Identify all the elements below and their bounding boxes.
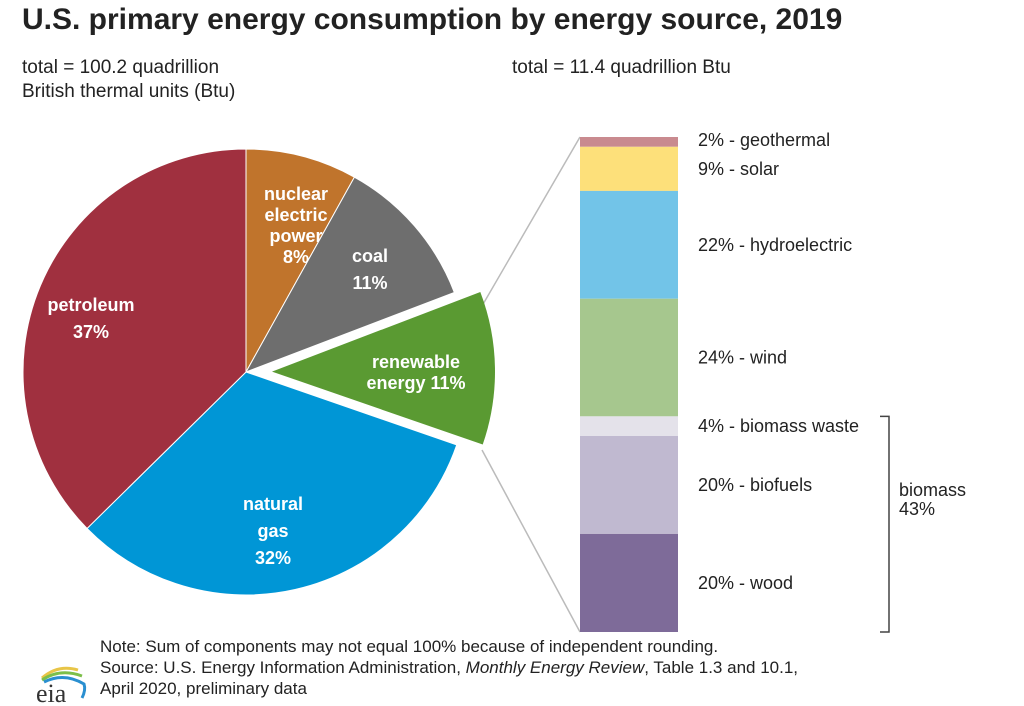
biomass-group-label: biomass 43% [899, 480, 966, 519]
bar-label-wood: 20% - wood [698, 573, 793, 593]
bar-label-wind: 24% - wind [698, 348, 787, 368]
bar-label-geothermal: 2% - geothermal [698, 130, 830, 150]
bar-label-biomass-waste: 4% - biomass waste [698, 416, 859, 436]
pie-label-line: 32% [255, 548, 291, 568]
pie-label-line: 8% [283, 247, 309, 267]
pie-label-line: 11% [352, 273, 387, 293]
source-line2: April 2020, preliminary data [100, 679, 307, 698]
bar-segment-hydroelectric [580, 190, 678, 299]
pie-label-line: gas [257, 521, 288, 541]
biomass-bracket [880, 415, 890, 633]
pie-label-line: energy 11% [366, 373, 465, 393]
pie-label-line: renewable [372, 352, 460, 372]
bar-segment-biomass-waste [580, 416, 678, 436]
renewable-total-label: total = 11.4 quadrillion Btu [512, 57, 731, 78]
pie-label-nuclear-electric-power: nuclear electric power 8% [264, 184, 328, 267]
bar-label-solar: 9% - solar [698, 159, 779, 179]
pie-slice-petroleum [22, 148, 247, 530]
source-suffix: , Table 1.3 and 10.1, [644, 658, 799, 677]
bar-label-biofuels: 20% - biofuels [698, 475, 812, 495]
pie-slice-natural-gas [86, 371, 458, 596]
pie-label-line: nuclear [264, 184, 328, 204]
biomass-label-line: 43% [899, 499, 935, 519]
note-text: Note: Sum of components may not equal 10… [100, 637, 719, 656]
source-title: Monthly Energy Review [465, 658, 645, 677]
chart-title: U.S. primary energy consumption by energ… [22, 3, 843, 36]
eia-logo-text: eia [36, 679, 67, 704]
pie-total-line1: total = 100.2 quadrillion [22, 57, 220, 78]
eia-logo-icon: eia [36, 666, 87, 704]
notes: Note: Sum of components may not equal 10… [100, 636, 798, 699]
pie-label-renewable-energy: renewable energy 11% [366, 352, 465, 393]
pie-label-line: electric [264, 205, 327, 225]
pie-total-label: total = 100.2 quadrillion British therma… [22, 56, 235, 104]
bar-segment-wind [580, 298, 678, 417]
pie-label-coal: coal 11% [352, 246, 388, 293]
pie-label-petroleum: petroleum 37% [47, 295, 134, 342]
bar-segment-geothermal [580, 137, 678, 147]
connector-line-bottom [481, 449, 581, 633]
pie-label-line: coal [352, 246, 388, 266]
pie-slice-nuclear-electric-power [245, 148, 356, 374]
pie-label-line: 37% [73, 322, 109, 342]
bar-segment-solar [580, 146, 678, 191]
source-prefix: Source: U.S. Energy Information Administ… [100, 658, 466, 677]
biomass-label-line: biomass [899, 480, 966, 500]
pie-label-natural-gas: natural gas 32% [243, 494, 303, 568]
source-text: Source: U.S. Energy Information Administ… [100, 657, 798, 678]
pie-label-line: petroleum [47, 295, 134, 315]
eia-logo: eia [34, 660, 90, 704]
bar-segment-biofuels [580, 435, 678, 534]
pie-total-line2: British thermal units (Btu) [22, 81, 236, 102]
pie-label-line: natural [243, 494, 303, 514]
pie-slice-renewable-energy [271, 292, 495, 445]
pie-label-line: power [269, 226, 322, 246]
connector-line-top [481, 136, 581, 307]
bar-label-hydroelectric: 22% - hydroelectric [698, 235, 852, 255]
pie-slice-coal [244, 176, 455, 373]
bar-segment-wood [580, 533, 678, 632]
